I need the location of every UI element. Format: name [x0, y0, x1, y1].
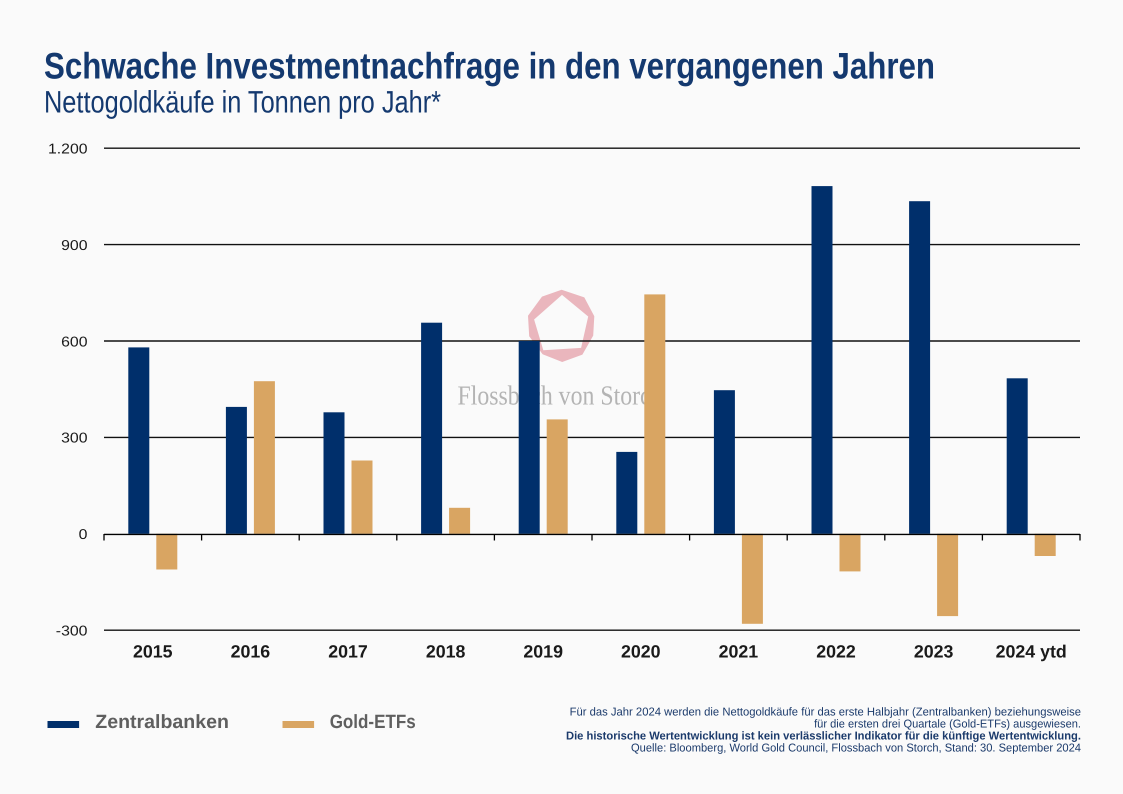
svg-text:Gold-ETFs: Gold-ETFs: [330, 712, 416, 733]
svg-text:2015: 2015: [133, 641, 173, 661]
svg-text:2017: 2017: [328, 641, 368, 661]
svg-text:2020: 2020: [621, 641, 661, 661]
svg-text:2021: 2021: [719, 641, 759, 661]
svg-text:2024 ytd: 2024 ytd: [996, 641, 1067, 661]
svg-text:900: 900: [61, 238, 87, 254]
svg-text:0: 0: [79, 527, 88, 543]
svg-text:2022: 2022: [816, 641, 856, 661]
svg-text:2018: 2018: [426, 641, 466, 661]
svg-text:Schwache Investmentnachfrage i: Schwache Investmentnachfrage in den verg…: [44, 46, 935, 87]
svg-text:-300: -300: [56, 624, 88, 640]
svg-text:300: 300: [61, 431, 87, 447]
svg-text:Quelle: Bloomberg, World Gold: Quelle: Bloomberg, World Gold Council, F…: [631, 743, 1082, 755]
svg-text:2016: 2016: [231, 641, 271, 661]
svg-text:Zentralbanken: Zentralbanken: [95, 712, 229, 733]
svg-text:für die ersten drei Quartale (: für die ersten drei Quartale (Gold-ETFs)…: [814, 719, 1081, 731]
svg-text:Die historische Wertentwicklun: Die historische Wertentwicklung ist kein…: [566, 731, 1081, 743]
svg-text:2019: 2019: [523, 641, 563, 661]
svg-text:Nettogoldkäufe in Tonnen pro J: Nettogoldkäufe in Tonnen pro Jahr*: [44, 85, 441, 120]
svg-text:Für das Jahr 2024 werden die N: Für das Jahr 2024 werden die Nettogoldkä…: [570, 706, 1081, 718]
svg-text:Flossbach von Storch: Flossbach von Storch: [458, 380, 663, 411]
svg-text:600: 600: [61, 334, 87, 350]
svg-text:1.200: 1.200: [48, 142, 88, 158]
svg-text:2023: 2023: [914, 641, 954, 661]
